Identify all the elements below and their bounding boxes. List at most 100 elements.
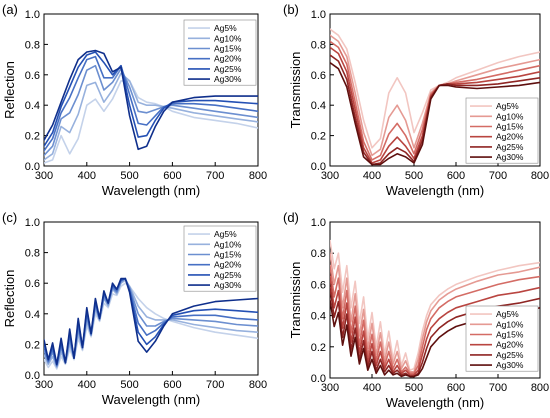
legend-box xyxy=(183,225,257,292)
legend-entry: Ag5% xyxy=(496,101,519,111)
series-line-ag25pct xyxy=(330,54,540,166)
y-axis-label: Reflection xyxy=(2,61,17,119)
chart-panel-a: (a) 300 400 500 600 700 800 0.0 0.2 0.4 0.6 0.8 1.0 W… xyxy=(2,2,267,198)
legend-entry: Ag30% xyxy=(214,280,242,290)
x-tick-label: 300 xyxy=(321,382,339,394)
legend: Ag5%Ag10%Ag15%Ag20%Ag25%Ag30% xyxy=(465,97,539,164)
legend-entry: Ag25% xyxy=(214,270,242,280)
y-tick-label: 0.4 xyxy=(25,100,40,112)
y-tick-label: 0.0 xyxy=(25,161,40,173)
legend-box xyxy=(465,305,539,372)
panel-label: (c) xyxy=(2,210,17,225)
legend-box xyxy=(183,19,257,86)
x-tick-label: 500 xyxy=(405,170,423,182)
chart-panel-d: (d) 300 400 500 600 700 800 0.0 0.2 0.4 0.6 0.8 1.0 W… xyxy=(283,210,549,410)
legend-entry: Ag20% xyxy=(496,132,524,142)
chart-panel-b: (b) 300 400 500 600 700 800 0.0 0.2 0.4 0.6 0.8 1.0 W… xyxy=(283,2,549,198)
x-tick-label: 600 xyxy=(447,382,465,394)
x-tick-label: 800 xyxy=(249,379,267,391)
x-tick-label: 500 xyxy=(405,382,423,394)
series-line-ag10pct xyxy=(44,72,258,161)
chart-panel-c: (c) 300 400 500 600 700 800 0.0 0.2 0.4 0.6 0.8 1.0 W… xyxy=(2,210,267,407)
legend-entry: Ag10% xyxy=(214,239,242,249)
x-tick-label: 800 xyxy=(249,170,267,182)
legend-entry: Ag5% xyxy=(214,229,237,239)
x-tick-label: 400 xyxy=(78,379,96,391)
y-tick-label: 0.6 xyxy=(311,70,326,82)
series-line-ag25pct xyxy=(330,286,540,378)
y-tick-label: 0.2 xyxy=(25,339,40,351)
y-tick-label: 0.0 xyxy=(311,373,326,385)
series-line-ag30pct xyxy=(330,299,540,378)
legend-entry: Ag15% xyxy=(496,122,524,132)
y-tick-label: 1.0 xyxy=(311,9,326,21)
x-axis-label: Wavelength (nm) xyxy=(386,395,485,410)
series-group xyxy=(44,49,258,164)
y-tick-label: 0.8 xyxy=(25,248,40,260)
y-axis-label: Transmission xyxy=(288,52,303,129)
x-tick-label: 600 xyxy=(163,379,181,391)
series-line-ag20pct xyxy=(330,46,540,164)
x-tick-label: 500 xyxy=(120,170,138,182)
y-tick-label: 0.2 xyxy=(311,131,326,143)
y-tick-label: 1.0 xyxy=(25,217,40,229)
legend: Ag5%Ag10%Ag15%Ag20%Ag25%Ag30% xyxy=(183,19,257,86)
y-tick-label: 0.4 xyxy=(311,311,326,323)
legend-entry: Ag30% xyxy=(496,152,524,162)
x-tick-label: 700 xyxy=(206,170,224,182)
series-group xyxy=(44,277,258,370)
legend-entry: Ag15% xyxy=(214,250,242,260)
series-line-ag30pct xyxy=(44,277,258,366)
legend-entry: Ag10% xyxy=(496,319,524,329)
x-tick-label: 800 xyxy=(531,382,549,394)
y-tick-label: 0.8 xyxy=(311,248,326,260)
legend-entry: Ag30% xyxy=(214,74,242,84)
legend-entry: Ag20% xyxy=(496,340,524,350)
series-line-ag30pct xyxy=(330,61,540,166)
series-line-ag5pct xyxy=(44,80,258,164)
legend-entry: Ag25% xyxy=(214,64,242,74)
x-tick-label: 400 xyxy=(363,170,381,182)
series-line-ag5pct xyxy=(330,239,540,372)
series-line-ag10pct xyxy=(330,34,540,157)
legend-entry: Ag25% xyxy=(496,142,524,152)
series-line-ag30pct xyxy=(44,49,258,151)
y-tick-label: 0.8 xyxy=(25,39,40,51)
x-axis-label: Wavelength (nm) xyxy=(386,183,485,198)
y-tick-label: 0.6 xyxy=(25,70,40,82)
x-tick-label: 300 xyxy=(35,170,53,182)
y-axis-label: Reflection xyxy=(2,270,17,328)
y-tick-label: 0.6 xyxy=(25,278,40,290)
legend-entry: Ag15% xyxy=(496,330,524,340)
series-line-ag10pct xyxy=(330,252,540,373)
x-tick-label: 400 xyxy=(78,170,96,182)
legend: Ag5%Ag10%Ag15%Ag20%Ag25%Ag30% xyxy=(183,225,257,292)
y-tick-label: 0.0 xyxy=(311,161,326,173)
legend-entry: Ag20% xyxy=(214,54,242,64)
x-axis-label: Wavelength (nm) xyxy=(102,183,201,198)
y-tick-label: 0.6 xyxy=(311,279,326,291)
y-tick-label: 1.0 xyxy=(25,9,40,21)
x-tick-label: 700 xyxy=(489,170,507,182)
y-tick-label: 0.8 xyxy=(311,39,326,51)
series-line-ag20pct xyxy=(44,55,258,152)
legend-entry: Ag25% xyxy=(496,350,524,360)
panel-label: (d) xyxy=(283,210,299,225)
legend-entry: Ag30% xyxy=(496,360,524,370)
legend-entry: Ag10% xyxy=(214,33,242,43)
x-tick-label: 700 xyxy=(489,382,507,394)
y-tick-label: 0.0 xyxy=(25,370,40,382)
legend: Ag5%Ag10%Ag15%Ag20%Ag25%Ag30% xyxy=(465,305,539,372)
legend-entry: Ag5% xyxy=(496,309,519,319)
y-tick-label: 1.0 xyxy=(311,217,326,229)
panel-label: (b) xyxy=(283,2,299,17)
x-tick-label: 600 xyxy=(163,170,181,182)
panel-label: (a) xyxy=(2,2,18,17)
plot-frame xyxy=(43,13,259,167)
y-axis-label: Transmission xyxy=(288,262,303,339)
y-tick-label: 0.4 xyxy=(25,309,40,321)
legend-box xyxy=(465,97,539,164)
x-tick-label: 600 xyxy=(447,170,465,182)
x-tick-label: 800 xyxy=(531,170,549,182)
